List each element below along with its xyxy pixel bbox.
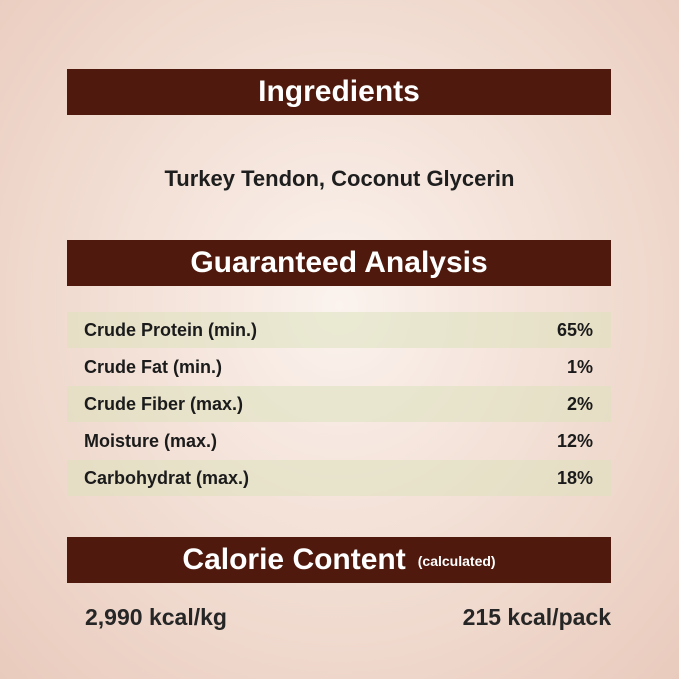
analysis-value: 2% (566, 394, 593, 414)
ingredients-title: Ingredients (258, 75, 420, 108)
calorie-per-pack: 215 kcal/pack (462, 604, 611, 630)
analysis-label: Moisture (max.) (84, 431, 218, 451)
calorie-note: (calculated) (417, 553, 496, 570)
analysis-title: Guaranteed Analysis (190, 246, 488, 279)
analysis-label: Carbohydrat (max.) (84, 468, 250, 488)
calorie-per-kg: 2,990 kcal/kg (85, 604, 227, 630)
analysis-value: 18% (556, 468, 593, 488)
analysis-value: 65% (556, 320, 593, 340)
analysis-row: Crude Protein (min.) 65% (67, 312, 611, 348)
analysis-value: 12% (556, 431, 593, 451)
analysis-header: Guaranteed Analysis (67, 240, 611, 286)
analysis-row: Carbohydrat (max.) 18% (67, 460, 611, 496)
ingredients-text: Turkey Tendon, Coconut Glycerin (164, 166, 515, 191)
calorie-title: Calorie Content (182, 543, 406, 576)
ingredients-header: Ingredients (67, 69, 611, 115)
analysis-row: Crude Fiber (max.) 2% (67, 386, 611, 422)
analysis-label: Crude Protein (min.) (84, 320, 258, 340)
calorie-header: Calorie Content (calculated) (67, 537, 611, 583)
analysis-label: Crude Fat (min.) (84, 357, 222, 377)
analysis-row: Crude Fat (min.) 1% (67, 349, 611, 385)
analysis-row: Moisture (max.) 12% (67, 423, 611, 459)
analysis-value: 1% (566, 357, 593, 377)
analysis-label: Crude Fiber (max.) (84, 394, 244, 414)
